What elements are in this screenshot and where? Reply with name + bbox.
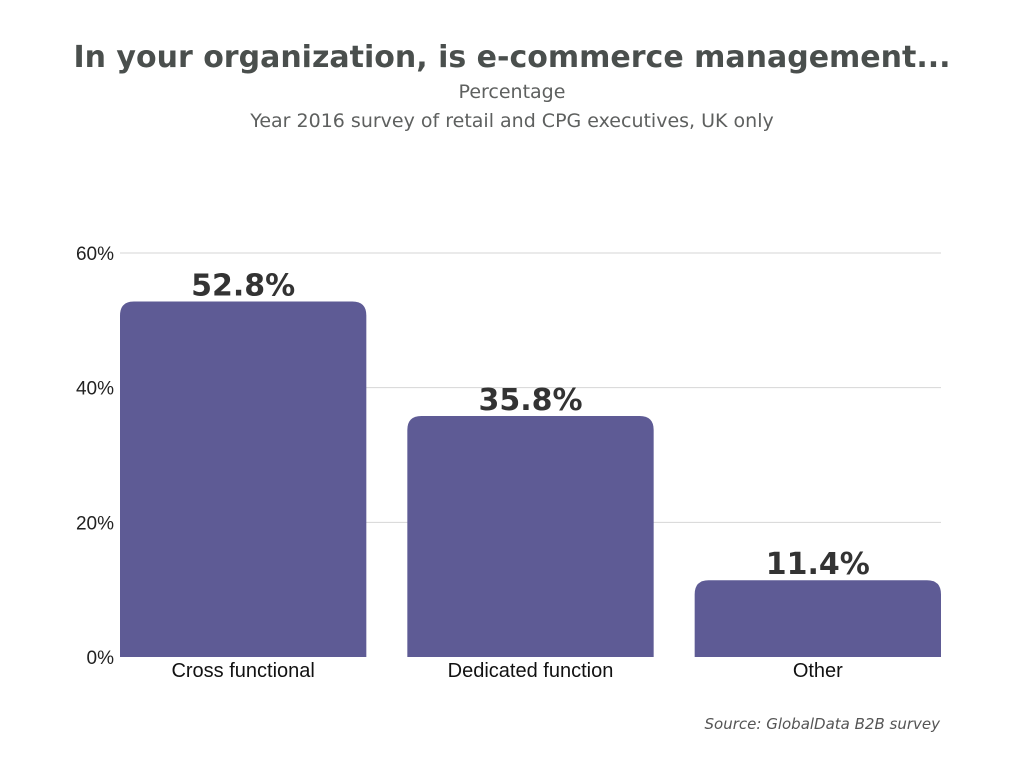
chart-subtitle-survey: Year 2016 survey of retail and CPG execu… bbox=[250, 110, 774, 132]
bar-layer bbox=[120, 301, 941, 657]
bar-cross-functional bbox=[120, 301, 367, 657]
data-label: 52.8% bbox=[191, 268, 295, 303]
y-tick-label: 20% bbox=[76, 513, 114, 534]
data-label: 35.8% bbox=[478, 383, 582, 418]
chart-subtitle: Percentage bbox=[458, 81, 566, 103]
source-note: Source: GlobalData B2B survey bbox=[704, 715, 940, 733]
bar-other bbox=[694, 580, 941, 657]
y-tick-label: 0% bbox=[87, 648, 115, 669]
label-layer: 52.8% Cross functional 35.8% Dedicated func… bbox=[171, 268, 869, 682]
data-label: 11.4% bbox=[766, 547, 870, 582]
chart-header: In your organization, is e-commerce mana… bbox=[0, 38, 1024, 136]
y-tick-label: 40% bbox=[76, 379, 114, 400]
chart-title: In your organization, is e-commerce mana… bbox=[73, 40, 951, 75]
x-tick-label: Cross functional bbox=[171, 660, 314, 682]
bar-dedicated-function bbox=[407, 415, 654, 657]
y-tick-label: 60% bbox=[76, 244, 114, 265]
x-tick-label: Dedicated function bbox=[448, 660, 614, 682]
x-tick-label: Other bbox=[793, 660, 843, 682]
